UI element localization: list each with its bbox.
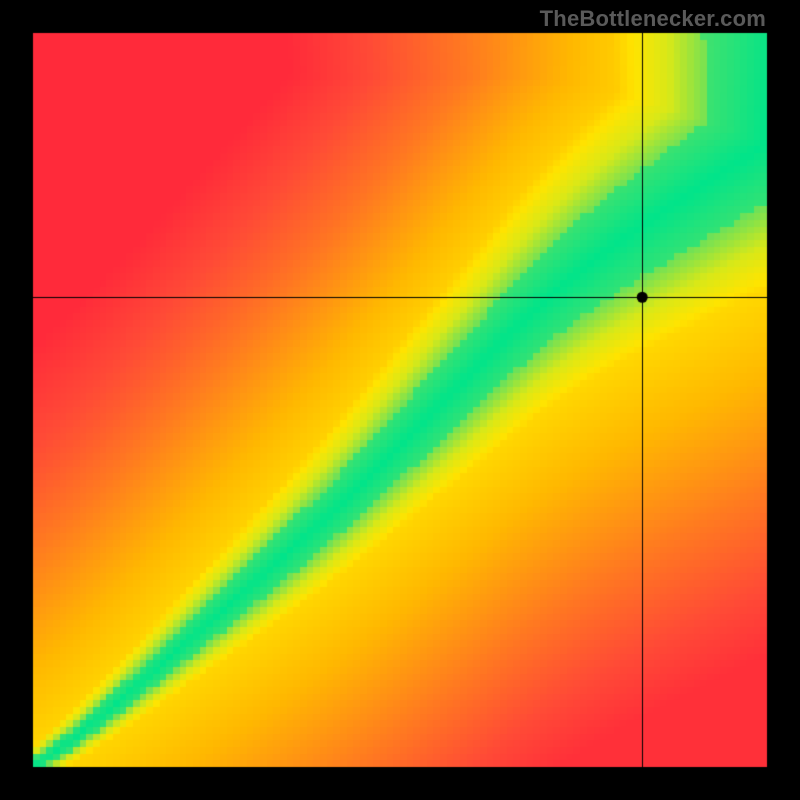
watermark-text: TheBottlenecker.com [540, 6, 766, 32]
chart-container: TheBottlenecker.com [0, 0, 800, 800]
bottleneck-heatmap [0, 0, 800, 800]
